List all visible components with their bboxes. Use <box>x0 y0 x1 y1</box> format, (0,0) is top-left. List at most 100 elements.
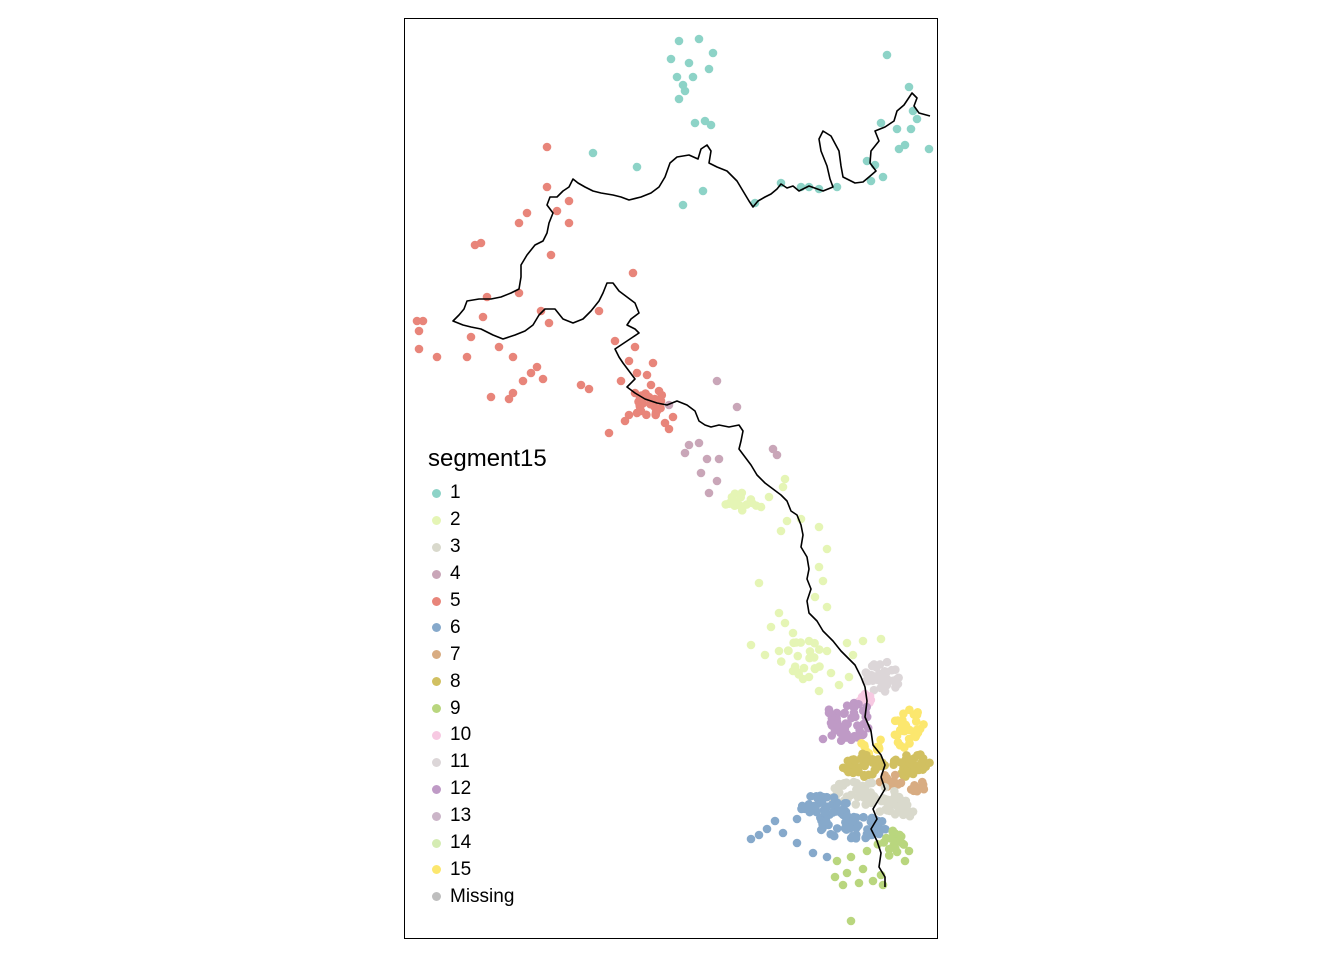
map-point-segment-1 <box>866 176 876 186</box>
map-point-segment-9 <box>904 846 914 856</box>
map-point-segment-15 <box>899 709 908 719</box>
map-point-segment-2 <box>780 618 790 628</box>
map-point-segment-8 <box>848 768 858 778</box>
legend-swatch <box>432 865 441 875</box>
map-point-segment-2 <box>814 645 824 654</box>
map-point-segment-8 <box>859 770 869 780</box>
map-point-segment-2 <box>814 522 824 532</box>
legend-item-14: 14 <box>428 830 547 857</box>
legend-label: 7 <box>450 643 461 665</box>
map-point-segment-11 <box>887 665 897 675</box>
legend-label: 12 <box>450 778 472 800</box>
map-point-segment-5 <box>532 362 542 372</box>
map-point-segment-6 <box>778 828 788 838</box>
map-point-segment-2 <box>760 650 770 660</box>
map-canvas <box>412 34 934 926</box>
map-point-segment-11 <box>892 674 902 684</box>
legend-item-9: 9 <box>428 695 547 722</box>
map-point-segment-5 <box>546 250 556 260</box>
map-point-segment-4 <box>684 440 694 450</box>
map-point-segment-1 <box>704 64 714 74</box>
map-point-segment-3 <box>890 791 900 800</box>
map-point-segment-5 <box>604 428 614 438</box>
map-point-segment-2 <box>848 650 858 660</box>
map-point-segment-2 <box>794 670 804 679</box>
map-point-segment-2 <box>791 638 801 647</box>
map-point-segment-8 <box>858 749 867 759</box>
map-point-segment-5 <box>657 390 667 400</box>
map-point-segment-6 <box>762 824 772 834</box>
map-point-segment-12 <box>818 734 828 744</box>
map-point-segment-9 <box>854 878 864 888</box>
map-point-segment-5 <box>414 344 424 354</box>
map-point-segment-1 <box>708 48 718 58</box>
map-point-segment-5 <box>552 206 562 216</box>
map-point-segment-1 <box>672 72 682 82</box>
map-point-segment-3 <box>883 806 892 815</box>
map-point-segment-2 <box>876 634 886 644</box>
map-point-segment-11 <box>867 661 877 671</box>
legend-item-13: 13 <box>428 803 547 830</box>
legend-swatch <box>432 730 441 740</box>
legend-swatch <box>432 704 441 714</box>
map-point-segment-8 <box>871 765 880 774</box>
legend-item-3: 3 <box>428 534 547 561</box>
map-point-segment-2 <box>810 592 820 602</box>
map-point-segment-9 <box>868 876 878 886</box>
map-point-segment-2 <box>766 622 776 632</box>
map-point-segment-9 <box>900 856 910 866</box>
map-point-segment-12 <box>826 718 836 728</box>
legend-title: segment15 <box>428 445 547 472</box>
map-point-segment-15 <box>890 716 900 726</box>
map-point-segment-5 <box>620 416 630 426</box>
map-point-segment-3 <box>860 785 870 795</box>
map-point-segment-12 <box>837 727 847 737</box>
map-point-segment-1 <box>906 124 916 134</box>
map-point-segment-15 <box>911 732 920 742</box>
map-point-segment-7 <box>915 783 925 793</box>
legend-swatch <box>432 677 441 687</box>
map-point-segment-12 <box>840 708 849 718</box>
map-point-segment-4 <box>694 438 704 448</box>
map-point-segment-1 <box>674 94 684 104</box>
map-point-segment-6 <box>842 811 852 821</box>
map-point-segment-11 <box>891 683 900 692</box>
map-point-segment-12 <box>842 701 852 710</box>
map-point-segment-3 <box>893 802 903 812</box>
map-point-segment-1 <box>804 182 814 192</box>
map-point-segment-1 <box>878 172 888 182</box>
map-point-segment-12 <box>854 699 863 709</box>
map-point-segment-5 <box>542 182 552 192</box>
map-point-segment-1 <box>588 148 598 158</box>
map-point-segment-2 <box>822 544 832 554</box>
legend-label: 6 <box>450 616 461 638</box>
map-point-segment-5 <box>542 142 552 152</box>
map-point-segment-10 <box>865 692 875 701</box>
map-point-segment-6 <box>819 792 828 802</box>
map-point-segment-8 <box>889 756 899 766</box>
legend-swatch <box>432 596 441 606</box>
map-point-segment-5 <box>482 292 492 302</box>
map-point-segment-5 <box>538 374 548 384</box>
map-point-segment-6 <box>770 816 780 826</box>
legend-item-missing: Missing <box>428 883 547 910</box>
map-point-segment-2 <box>776 526 786 536</box>
map-point-segment-6 <box>829 793 839 802</box>
map-point-segment-5 <box>518 376 528 386</box>
legend-item-8: 8 <box>428 668 547 695</box>
legend-label: 8 <box>450 670 461 692</box>
map-point-segment-2 <box>814 686 824 696</box>
map-point-segment-8 <box>925 758 934 768</box>
legend-label: 11 <box>450 751 470 773</box>
map-point-segment-9 <box>899 840 909 849</box>
map-point-segment-2 <box>793 651 803 661</box>
legend-items: 1 2 3 4 5 6 7 8 9 10 11 12 13 14 15 Missing <box>428 480 547 910</box>
map-point-segment-5 <box>584 384 594 394</box>
map-point-segment-2 <box>810 664 820 673</box>
map-point-segment-2 <box>764 492 774 502</box>
map-point-segment-2 <box>774 646 784 656</box>
legend-label: 10 <box>450 724 472 746</box>
map-point-segment-2 <box>844 672 854 682</box>
legend-item-11: 11 <box>428 749 547 776</box>
map-point-segment-2 <box>778 482 788 492</box>
